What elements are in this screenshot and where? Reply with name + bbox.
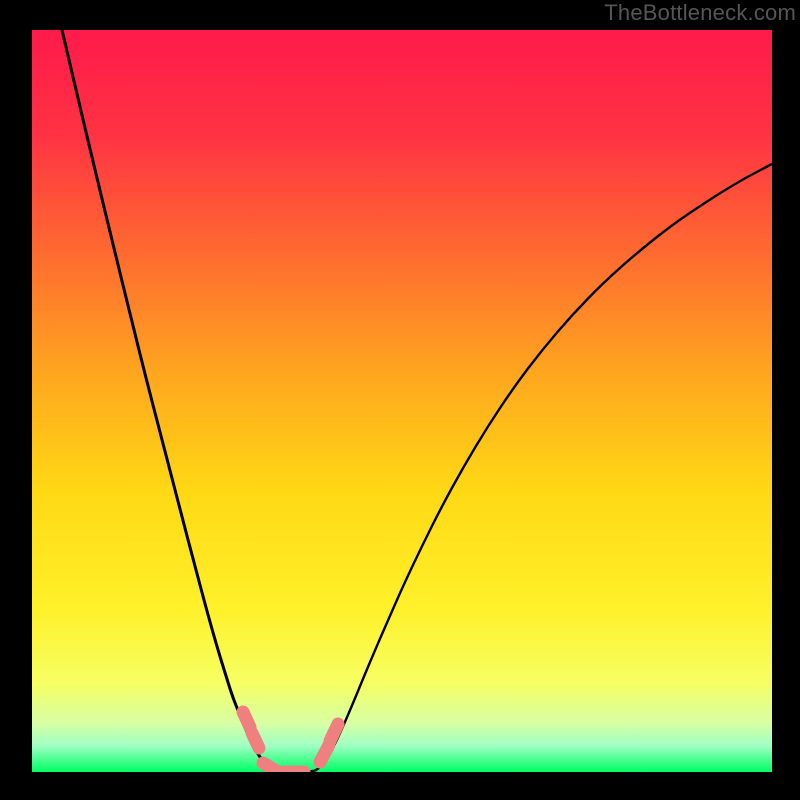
curve-layer xyxy=(32,30,772,772)
curve-right-branch xyxy=(314,164,772,771)
canvas: TheBottleneck.com xyxy=(0,0,800,800)
highlight-marker xyxy=(320,745,329,762)
curve-left-branch xyxy=(62,30,278,772)
highlight-marker xyxy=(243,712,250,727)
watermark-text: TheBottleneck.com xyxy=(604,0,796,26)
highlight-marker xyxy=(252,733,259,748)
plot-frame xyxy=(32,30,772,772)
highlight-marker xyxy=(330,724,338,741)
highlight-marker xyxy=(263,763,278,772)
